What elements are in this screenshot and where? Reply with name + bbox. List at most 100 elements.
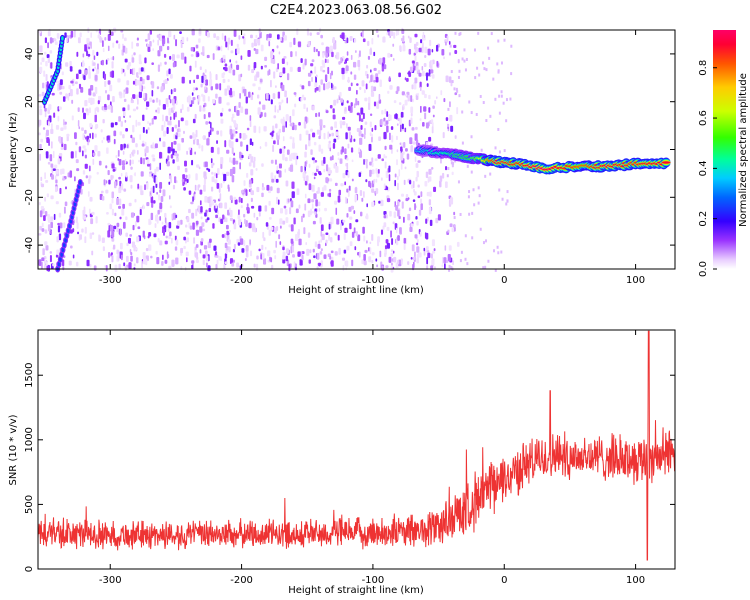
spectrogram-cell (70, 151, 74, 159)
spectrogram-cell (199, 105, 202, 112)
spectrogram-cell (139, 207, 143, 210)
spectrogram-cell (319, 125, 323, 131)
spectrogram-cell (424, 93, 427, 99)
spectrogram-cell (391, 135, 394, 143)
spectrogram-cell (231, 147, 234, 155)
spectrogram-cell (456, 106, 459, 115)
spectrogram-cell (101, 139, 104, 144)
spectrogram-cell (190, 54, 194, 57)
spectrogram-cell (290, 152, 294, 160)
spectrogram-cell (415, 215, 418, 220)
spectrogram-cell (431, 126, 434, 134)
spectrogram-cell (161, 221, 164, 225)
spectrogram-cell (45, 245, 49, 251)
spectrogram-cell (175, 257, 179, 265)
spectrogram-cell (248, 222, 252, 229)
spectrogram-cell (314, 87, 317, 93)
colorbar-tick-label: 0.4 (698, 160, 709, 176)
spectrogram-cell (320, 34, 323, 39)
spectrogram-cell (165, 235, 168, 239)
spectrogram-cell (176, 128, 180, 133)
spectrogram-cell (408, 207, 412, 212)
spectrogram-cell (210, 86, 213, 91)
spectrogram-cell (231, 175, 235, 183)
spectrogram-cell (337, 234, 340, 241)
spectrogram-cell (157, 107, 160, 114)
spectrogram-cell (94, 86, 98, 94)
spectrogram-cell (224, 253, 228, 259)
spectrogram-cell (62, 259, 65, 267)
spectrogram-cell (60, 147, 64, 151)
spectrogram-cell (370, 74, 373, 83)
spectrogram-cell (293, 261, 296, 267)
spectrogram-cell (300, 58, 303, 64)
spectrogram-cell (364, 158, 368, 162)
spectrogram-cell (222, 214, 225, 220)
spectrogram-cell (312, 248, 315, 253)
spectrogram-cell (259, 146, 262, 150)
spectrogram-cell (57, 80, 60, 84)
spectrogram-cell (459, 32, 462, 36)
spectrogram-cell (307, 72, 312, 77)
spectrogram-cell (147, 33, 151, 41)
spectrogram-cell (109, 203, 113, 210)
spectrogram-cell (332, 108, 335, 114)
spectrogram-cell (151, 154, 155, 158)
spectrogram-cell (471, 236, 474, 240)
spectrogram-cell (113, 130, 117, 137)
spectrogram-cell (226, 102, 230, 106)
spectrogram-cell (317, 51, 320, 57)
spectrogram-cell (343, 249, 347, 254)
spectrogram-cell (56, 33, 60, 39)
spectrogram-cell (82, 60, 85, 68)
spectrogram-cell (405, 197, 409, 202)
spectrogram-cell (346, 100, 349, 104)
spectrogram-cell (473, 203, 476, 207)
spectrogram-cell (340, 223, 342, 231)
spectrogram-cell (115, 154, 118, 159)
spectrogram-cell (305, 130, 309, 136)
spectrogram-cell (334, 251, 338, 256)
spectrogram-cell (333, 43, 337, 50)
spectrogram-cell (464, 257, 467, 261)
spectrogram-cell (286, 61, 289, 66)
spectrogram-cell (436, 96, 438, 99)
spectrogram-cell (78, 83, 82, 89)
spectrogram-cell (297, 41, 302, 47)
spectrogram-cell (320, 248, 323, 252)
spectrogram-cell (350, 205, 355, 210)
spectrogram-cell (325, 164, 329, 172)
spectrogram-cell (304, 58, 307, 66)
spectrogram-cell (288, 263, 291, 272)
spectrogram-cell (264, 205, 268, 212)
spectrogram-cell (59, 79, 63, 86)
y-tick-label: 0 (24, 146, 35, 152)
spectrogram-cell (400, 258, 403, 265)
spectrogram-cell (121, 67, 123, 75)
spectrogram-cell (215, 173, 218, 179)
spectrogram-cell (116, 249, 120, 255)
spectrogram-cell (179, 31, 182, 34)
spectrogram-cell (307, 210, 311, 218)
spectrogram-cell (208, 131, 211, 138)
spectrogram-cell (301, 85, 305, 90)
spectrogram-cell (122, 45, 126, 53)
spectrogram-cell (189, 65, 192, 72)
spectrogram-cell (220, 130, 223, 137)
spectrogram-cell (40, 138, 44, 143)
spectrogram-cell (62, 266, 65, 271)
spectrogram-cell (285, 217, 289, 223)
spectrogram-cell (380, 229, 384, 235)
spectrogram-cell (59, 187, 62, 195)
spectrogram-cell (273, 249, 276, 254)
spectrogram-cell (44, 110, 47, 118)
spectrogram-cell (180, 247, 184, 254)
spectrogram-cell (192, 96, 196, 101)
spectrogram-cell (132, 224, 135, 231)
spectrogram-cell (257, 94, 260, 99)
spectrogram-cell (356, 89, 358, 95)
spectrogram-cell (346, 188, 349, 193)
spectrogram-cell (335, 131, 339, 136)
spectrogram-cell (449, 223, 453, 228)
spectrogram-cell (322, 61, 326, 68)
